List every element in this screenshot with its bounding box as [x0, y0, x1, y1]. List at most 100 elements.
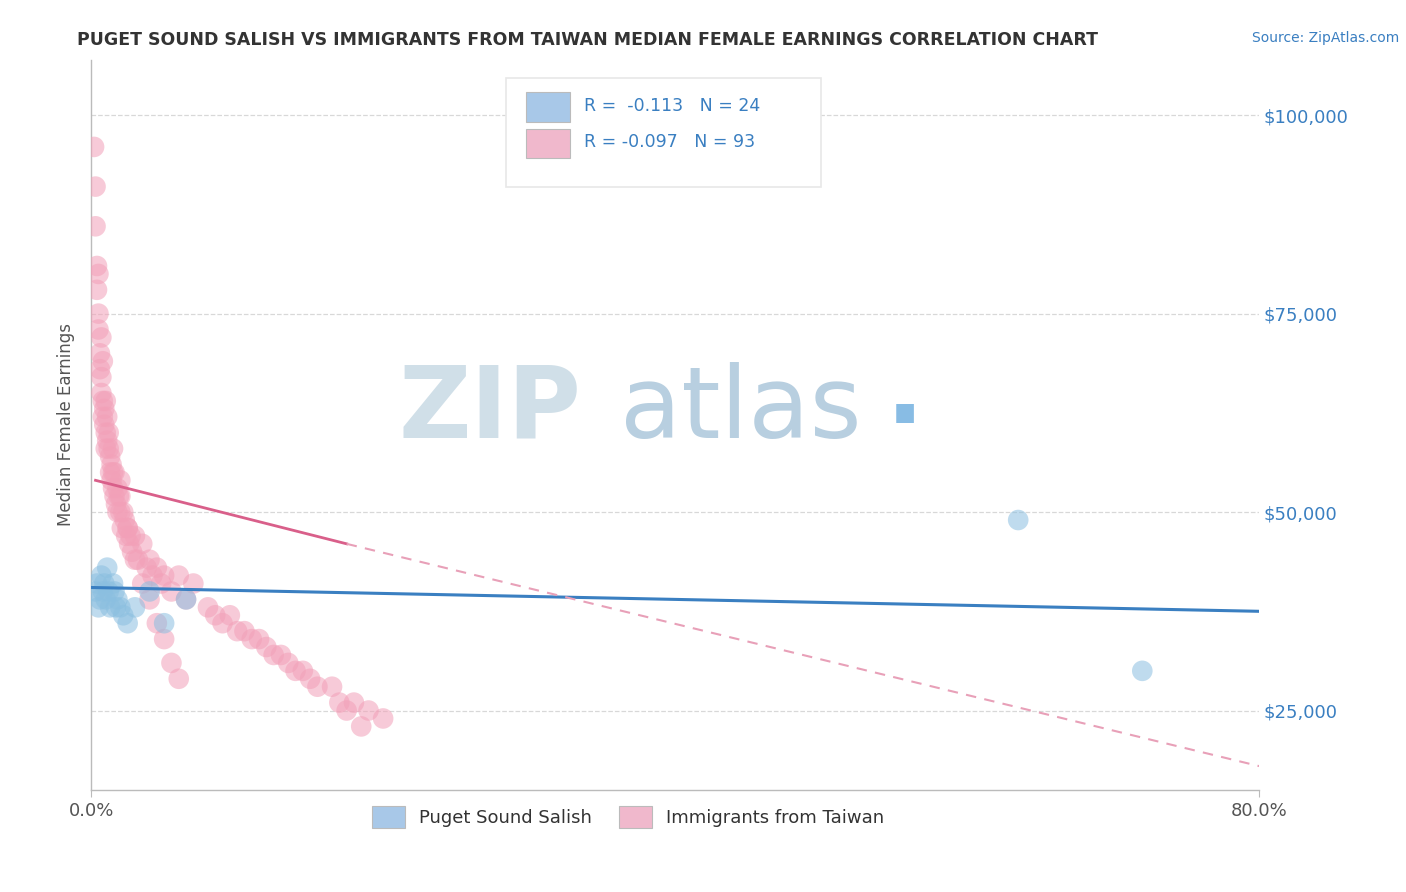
Point [103, 466, 125, 480]
Point [98, 450, 121, 464]
Point [117, 521, 139, 535]
Point [84, 179, 107, 194]
Point [96, 560, 118, 574]
Point [277, 656, 299, 670]
Text: R =  -0.113   N = 24: R = -0.113 N = 24 [583, 96, 761, 114]
Text: PUGET SOUND SALISH VS IMMIGRANTS FROM TAIWAN MEDIAN FEMALE EARNINGS CORRELATION : PUGET SOUND SALISH VS IMMIGRANTS FROM TA… [77, 31, 1098, 49]
Point [110, 505, 132, 519]
Point [111, 521, 134, 535]
Text: ZIP: ZIP [399, 361, 582, 458]
Legend: Puget Sound Salish, Immigrants from Taiwan: Puget Sound Salish, Immigrants from Taiw… [366, 799, 891, 836]
Point [94, 592, 117, 607]
Point [1007, 513, 1029, 527]
Point [89, 346, 111, 360]
Point [100, 473, 122, 487]
Point [117, 616, 139, 631]
Point [112, 505, 135, 519]
Point [167, 672, 190, 686]
Point [226, 624, 249, 639]
Y-axis label: Median Female Earnings: Median Female Earnings [58, 323, 75, 526]
Point [89, 592, 111, 607]
Text: .: . [886, 347, 924, 444]
Point [153, 616, 176, 631]
Point [87, 307, 110, 321]
Point [141, 568, 163, 582]
Point [299, 672, 322, 686]
Point [103, 584, 125, 599]
Point [270, 648, 292, 662]
Point [120, 529, 142, 543]
Point [90, 386, 112, 401]
Point [284, 664, 307, 678]
Point [138, 592, 160, 607]
Point [90, 370, 112, 384]
Point [135, 560, 157, 574]
Point [204, 608, 226, 623]
Point [174, 592, 197, 607]
Point [107, 592, 129, 607]
Point [247, 632, 270, 646]
Point [350, 719, 373, 733]
Point [86, 576, 108, 591]
Point [160, 584, 183, 599]
Point [240, 632, 263, 646]
Point [117, 521, 139, 535]
Point [86, 259, 108, 273]
Point [91, 409, 114, 424]
Point [104, 497, 127, 511]
Point [84, 584, 107, 599]
Point [328, 696, 350, 710]
Point [218, 608, 240, 623]
Point [110, 600, 132, 615]
Point [131, 576, 153, 591]
Point [84, 219, 107, 234]
Point [90, 330, 112, 344]
Point [91, 584, 114, 599]
Point [100, 458, 122, 472]
Point [167, 568, 190, 582]
Point [124, 529, 146, 543]
Point [138, 552, 160, 566]
Text: R = -0.097   N = 93: R = -0.097 N = 93 [583, 133, 755, 151]
Point [114, 513, 136, 527]
Point [90, 568, 112, 582]
Point [101, 576, 124, 591]
Point [146, 616, 169, 631]
Point [153, 632, 176, 646]
Point [150, 576, 173, 591]
Point [174, 592, 197, 607]
Point [112, 608, 135, 623]
Point [127, 552, 149, 566]
Point [83, 140, 105, 154]
Point [98, 600, 121, 615]
Point [89, 362, 111, 376]
Point [110, 489, 132, 503]
Point [107, 505, 129, 519]
Point [160, 656, 183, 670]
Point [336, 704, 359, 718]
Point [94, 442, 117, 456]
Point [153, 568, 176, 582]
Point [197, 600, 219, 615]
Point [233, 624, 256, 639]
Point [93, 417, 115, 432]
Point [263, 648, 285, 662]
Point [101, 481, 124, 495]
Point [97, 442, 120, 456]
FancyBboxPatch shape [506, 78, 821, 187]
Point [96, 409, 118, 424]
Point [107, 481, 129, 495]
Point [108, 489, 131, 503]
Bar [526, 93, 569, 121]
Point [131, 537, 153, 551]
Point [97, 584, 120, 599]
Point [373, 711, 395, 725]
Point [124, 600, 146, 615]
Point [94, 425, 117, 440]
Point [87, 600, 110, 615]
Point [87, 267, 110, 281]
Point [94, 393, 117, 408]
Point [343, 696, 366, 710]
Point [93, 401, 115, 416]
Point [1130, 664, 1153, 678]
